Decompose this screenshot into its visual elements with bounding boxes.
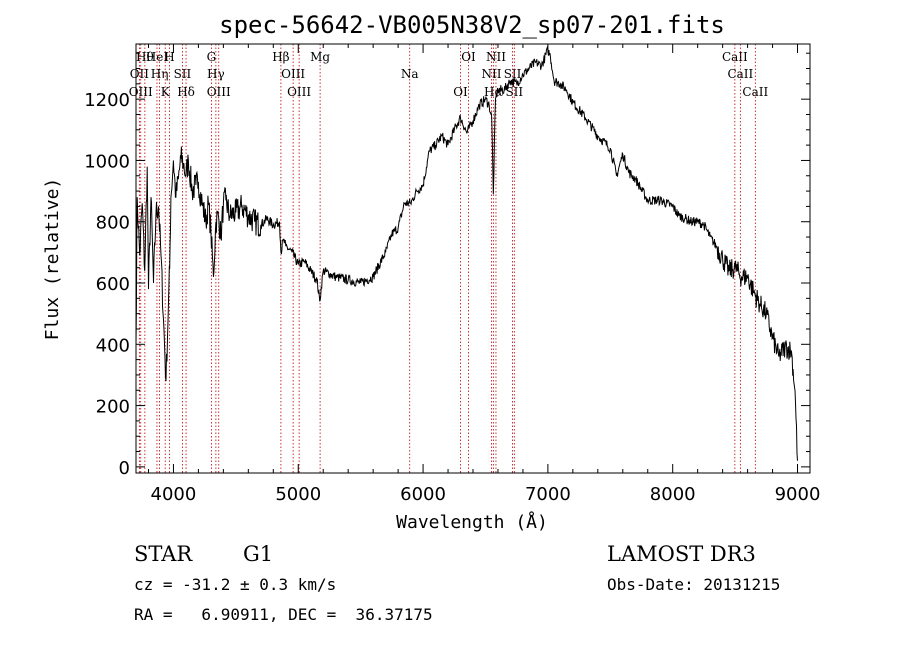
y-tick-label: 1000 <box>84 151 130 172</box>
y-tick-label: 600 <box>96 274 130 295</box>
line-marker-label: CaII <box>722 50 748 64</box>
line-marker-label: SII <box>505 85 523 99</box>
line-marker-label: Hβ <box>272 50 289 64</box>
line-marker-label: G <box>207 50 217 64</box>
line-marker-label: OIII <box>281 67 305 81</box>
y-tick-label: 1200 <box>84 90 130 111</box>
chart-title: spec-56642-VB005N38V2_sp07-201.fits <box>219 11 725 39</box>
y-axis-label: Flux (relative) <box>42 178 63 341</box>
y-tick-label: 800 <box>96 213 130 234</box>
plot-frame <box>135 43 811 474</box>
coordinates-readout: RA = 6.90911, DEC = 36.37175 <box>134 605 433 624</box>
x-tick-label: 7000 <box>525 484 571 505</box>
line-marker-label: OIII <box>207 85 231 99</box>
observation-date: Obs-Date: 20131215 <box>607 575 780 594</box>
x-tick-label: 6000 <box>400 484 446 505</box>
line-marker-label: Hα <box>484 85 503 99</box>
line-marker-label: SII <box>174 67 192 81</box>
line-marker-label: OI <box>461 50 476 64</box>
line-marker-label: H <box>164 50 174 64</box>
line-marker-label: Hγ <box>207 67 225 81</box>
y-tick-label: 0 <box>119 458 130 479</box>
x-axis: 4000 5000 6000 7000 8000 9000 <box>147 44 821 505</box>
line-marker-label: OI <box>453 85 468 99</box>
line-marker-label: SII <box>504 67 522 81</box>
x-tick-label: 8000 <box>650 484 696 505</box>
x-tick-label: 4000 <box>151 484 197 505</box>
spectral-line-markers: HθOIIOIIIHeIHηKHSIIHδGHγOIIIHβOIIIOIIIMg… <box>129 44 768 473</box>
line-marker-label: HeI <box>146 50 169 64</box>
line-marker-label: CaII <box>727 67 753 81</box>
survey-name: LAMOST DR3 <box>607 542 756 566</box>
line-marker-label: Hδ <box>177 85 195 99</box>
line-marker-label: CaII <box>742 85 768 99</box>
line-marker-label: Hη <box>151 67 169 81</box>
line-marker-label: K <box>161 85 171 99</box>
x-axis-label: Wavelength (Å) <box>396 511 548 533</box>
line-marker-label: NII <box>481 67 501 81</box>
line-marker-label: OIII <box>287 85 311 99</box>
x-tick-label: 5000 <box>275 484 321 505</box>
y-tick-label: 200 <box>96 397 130 418</box>
object-class: STAR <box>134 542 193 566</box>
line-marker-label: Na <box>401 67 419 81</box>
line-marker-label: Hθ <box>136 50 154 64</box>
line-marker-label: NII <box>486 50 506 64</box>
line-marker-label: Mg <box>310 50 330 64</box>
object-subclass: G1 <box>243 542 273 566</box>
x-tick-label: 9000 <box>775 484 821 505</box>
redshift-readout: cz = -31.2 ± 0.3 km/s <box>134 575 336 594</box>
spectrum-series-line <box>135 45 798 461</box>
y-tick-label: 400 <box>96 335 130 356</box>
y-axis: 0 200 400 600 800 1000 1200 <box>84 52 810 479</box>
line-marker-label: OII <box>130 67 150 81</box>
line-marker-label: OIII <box>129 85 153 99</box>
